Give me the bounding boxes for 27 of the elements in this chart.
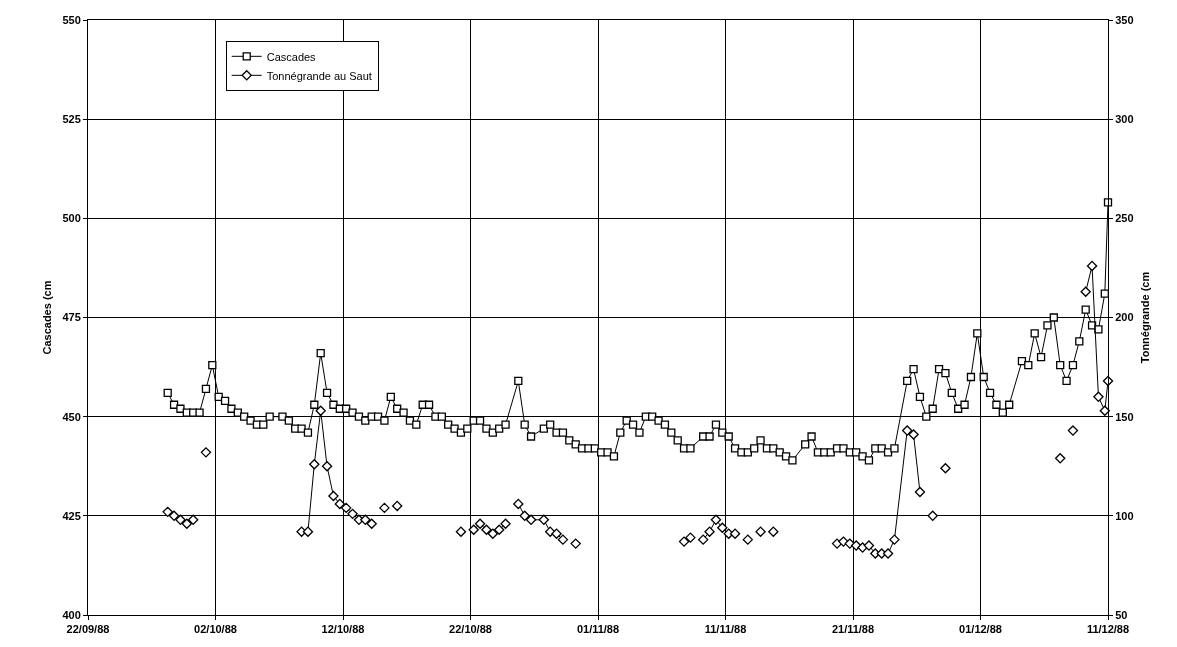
y-tick-label: 450	[62, 410, 81, 423]
x-tick-label: 01/11/88	[576, 623, 620, 636]
x-tick-label: 12/10/88	[321, 623, 365, 636]
y-tick-label: 500	[62, 212, 81, 225]
y-tick-label: 525	[62, 113, 81, 126]
y-tick-label: 475	[62, 311, 81, 324]
y-axis-title: Cascades (cm	[41, 280, 54, 355]
y2-tick-label: 300	[1115, 113, 1134, 126]
legend-label: Cascades	[266, 50, 317, 63]
x-tick-label: 11/12/88	[1086, 623, 1130, 636]
x-tick-label: 22/10/88	[449, 623, 492, 636]
y2-tick-label: 350	[1115, 13, 1134, 26]
x-tick-label: 21/11/88	[831, 623, 875, 636]
y-tick-label: 425	[62, 509, 81, 522]
y2-tick-label: 50	[1115, 608, 1128, 621]
x-tick-label: 11/11/88	[704, 623, 747, 636]
y2-axis-title: Tonnégrande (cm	[1138, 271, 1151, 364]
y2-tick-label: 100	[1115, 509, 1134, 522]
y2-tick-label: 150	[1115, 410, 1134, 423]
x-tick-label: 01/12/88	[959, 623, 1002, 636]
x-tick-label: 22/09/88	[66, 623, 110, 636]
legend-label: Tonnégrande au Saut	[266, 69, 372, 82]
x-tick-label: 02/10/88	[194, 623, 237, 636]
y2-tick-label: 200	[1115, 311, 1134, 324]
y-tick-label: 550	[62, 13, 81, 26]
y-tick-label: 400	[62, 608, 81, 621]
y2-tick-label: 250	[1115, 212, 1134, 225]
